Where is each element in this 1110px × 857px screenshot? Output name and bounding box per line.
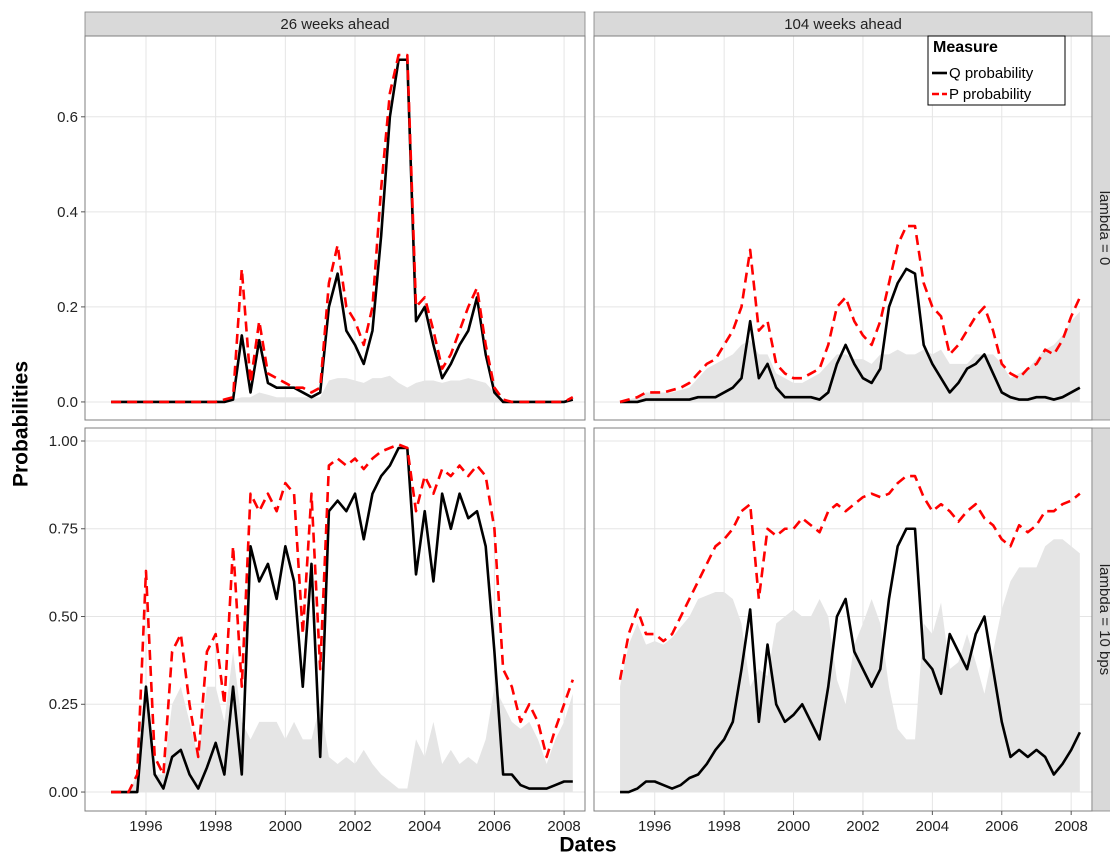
y-tick-label: 0.50: [49, 608, 78, 625]
x-axis-title: Dates: [559, 834, 616, 857]
x-tick-label: 2008: [1054, 818, 1087, 835]
x-tick-label: 1996: [129, 818, 162, 835]
series-line: [111, 443, 575, 794]
strip-label: lambda = 10 bps: [1096, 564, 1110, 675]
x-tick-label: 2004: [916, 818, 949, 835]
y-tick-label: 0.6: [57, 109, 78, 126]
y-tick-label: 1.00: [49, 433, 78, 450]
plot-area: [111, 443, 575, 794]
strip-label: 26 weeks ahead: [280, 16, 389, 33]
x-tick-label: 1996: [638, 818, 671, 835]
x-tick-label: 2000: [269, 818, 302, 835]
y-axis-title: Probabilities: [10, 361, 33, 487]
strip-label: lambda = 0: [1096, 191, 1110, 266]
y-tick-label: 0.25: [49, 696, 78, 713]
x-tick-label: 2008: [547, 818, 580, 835]
strip: [1091, 35, 1110, 421]
area: [620, 311, 1080, 402]
strip: [1091, 427, 1110, 812]
series-line: [618, 474, 1081, 680]
legend-label: Q probability: [949, 65, 1034, 82]
series-line: [111, 53, 574, 404]
legend-label: P probability: [949, 86, 1032, 103]
x-tick-label: 1998: [199, 818, 232, 835]
plot-area: [618, 474, 1082, 794]
y-tick-label: 0.75: [49, 521, 78, 538]
y-tick-label: 0.00: [49, 784, 78, 801]
area: [620, 539, 1080, 793]
x-tick-label: 2002: [846, 818, 879, 835]
y-tick-label: 0.2: [57, 299, 78, 316]
series-line: [620, 527, 1082, 794]
legend-box: [927, 35, 1066, 106]
panel-background: [85, 36, 585, 420]
legend: Measure Q probability P probability: [927, 35, 1066, 106]
strip: [84, 11, 586, 37]
x-tick-label: 2006: [478, 818, 511, 835]
series-line: [111, 446, 573, 794]
panel-border: [84, 427, 586, 812]
panel-border: [84, 35, 586, 421]
strip: [593, 11, 1093, 37]
series-line: [111, 58, 574, 404]
x-tick-label: 1998: [707, 818, 740, 835]
series-line: [620, 267, 1081, 404]
plot-area: [619, 224, 1082, 404]
x-tick-label: 2004: [408, 818, 441, 835]
legend-title: Measure: [933, 39, 998, 56]
plot-area: [111, 53, 574, 404]
y-tick-label: 0.0: [57, 394, 78, 411]
series-line: [619, 224, 1082, 404]
y-tick-label: 0.4: [57, 204, 78, 221]
area: [111, 375, 573, 402]
x-tick-label: 2000: [777, 818, 810, 835]
strip-label: 104 weeks ahead: [784, 16, 902, 33]
x-tick-label: 2002: [338, 818, 371, 835]
x-tick-label: 2006: [985, 818, 1018, 835]
